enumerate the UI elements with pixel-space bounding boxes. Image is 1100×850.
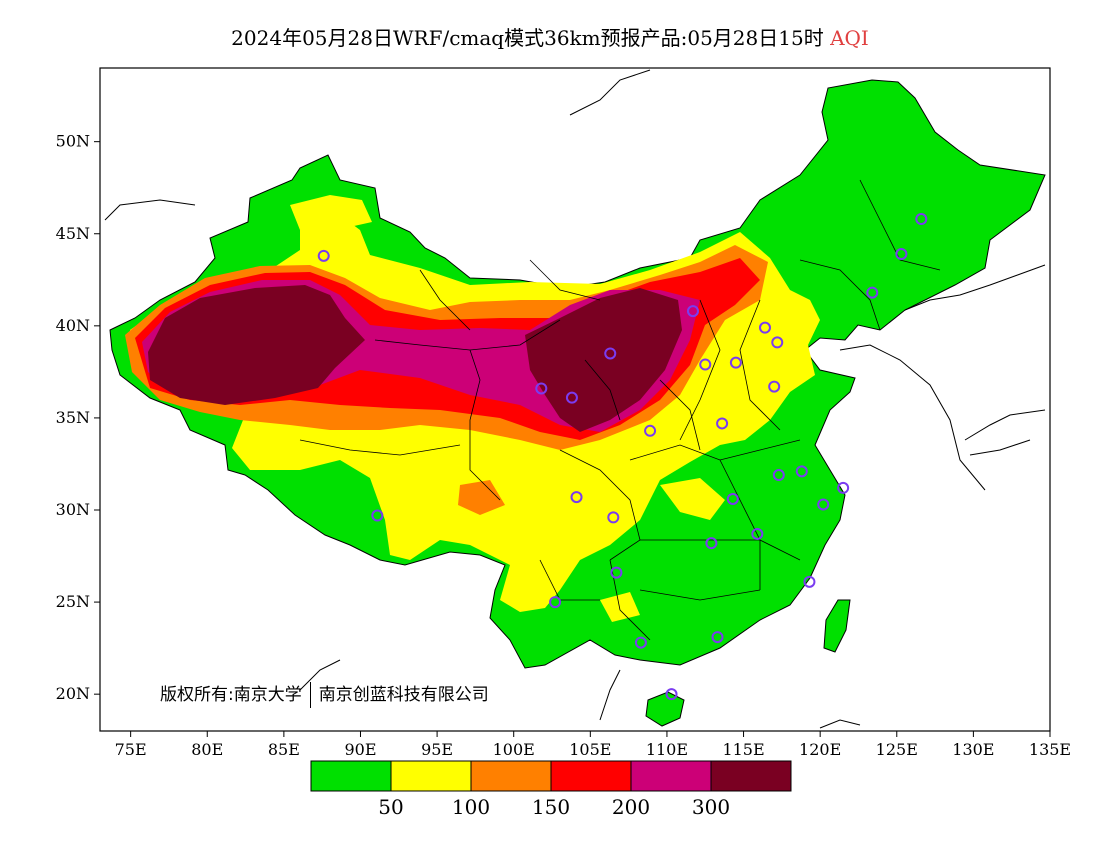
copyright-owner-1: 版权所有:南京大学: [160, 685, 302, 705]
legend-swatch: [470, 760, 552, 792]
aqi-zone-hazardous: [148, 285, 365, 405]
map-frame: [99, 67, 1051, 732]
city-station-ring: [772, 469, 785, 482]
copyright-note: 版权所有:南京大学 南京创蓝科技有限公司: [160, 680, 489, 708]
city-station-ring: [565, 391, 578, 404]
x-tick-label: 80E: [191, 740, 223, 759]
neighbouring-coastlines: [104, 69, 1046, 729]
latitude-ticks: 50N 45N 40N 35N 30N 25N 20N: [56, 132, 100, 703]
city-station-ring: [604, 347, 617, 360]
city-station-ring: [837, 481, 850, 494]
station-markers: [317, 213, 928, 701]
legend-threshold-label: 200: [612, 795, 650, 819]
legend-threshold-label: 100: [452, 795, 490, 819]
aqi-zone-unhealthy-sensitive: [458, 480, 505, 515]
city-station-ring: [795, 465, 808, 478]
city-station-ring: [817, 498, 830, 511]
city-station-ring: [726, 492, 739, 505]
aqi-zone-moderate: [660, 478, 725, 520]
aqi-legend: 50 100 150 200 300: [310, 760, 792, 819]
x-tick-label: 90E: [344, 740, 376, 759]
x-tick-label: 95E: [421, 740, 453, 759]
city-station-ring: [768, 380, 781, 393]
city-station-ring: [895, 248, 908, 261]
city-station-ring: [705, 537, 718, 550]
x-tick-label: 120E: [799, 740, 841, 759]
copyright-owner-2: 南京创蓝科技有限公司: [318, 685, 489, 705]
legend-threshold-label: 150: [532, 795, 570, 819]
taiwan-island: [823, 599, 851, 653]
city-station-ring: [665, 688, 678, 701]
city-station-ring: [371, 509, 384, 522]
aqi-zone-hazardous: [525, 288, 682, 432]
x-tick-label: 100E: [493, 740, 535, 759]
title-main: 2024年05月28日WRF/cmaq模式36km预报产品:05月28日15时: [231, 26, 824, 50]
y-tick-label: 25N: [56, 592, 90, 611]
legend-swatch: [390, 760, 472, 792]
city-station-ring: [607, 511, 620, 524]
legend-swatch: [710, 760, 792, 792]
city-station-ring: [549, 596, 562, 609]
city-station-ring: [771, 336, 784, 349]
legend-threshold-label: 50: [378, 795, 403, 819]
y-tick-label: 35N: [56, 408, 90, 427]
longitude-ticks: 75E 80E 85E 90E 95E 100E 105E 110E 115E 120E 125E 1…: [115, 731, 1071, 759]
province-borders: [299, 179, 941, 641]
y-tick-label: 30N: [56, 500, 90, 519]
x-tick-label: 110E: [646, 740, 688, 759]
x-tick-label: 115E: [722, 740, 764, 759]
title-pollutant: AQI: [830, 26, 869, 50]
legend-swatch: [310, 760, 392, 792]
y-tick-label: 20N: [56, 684, 90, 703]
city-station-ring: [610, 566, 623, 579]
map-field: [104, 69, 1046, 729]
legend-threshold-label: 300: [692, 795, 730, 819]
y-tick-label: 40N: [56, 316, 90, 335]
legend-swatch: [630, 760, 712, 792]
copyright-separator: [309, 682, 311, 708]
aqi-zone-moderate: [600, 592, 640, 622]
x-tick-label: 85E: [268, 740, 300, 759]
city-station-ring: [644, 424, 657, 437]
x-tick-label: 135E: [1029, 740, 1071, 759]
city-station-ring: [915, 213, 928, 226]
city-station-ring: [317, 249, 330, 262]
y-tick-label: 50N: [56, 132, 90, 151]
city-station-ring: [866, 286, 879, 299]
x-tick-label: 125E: [876, 740, 918, 759]
hainan-island: [645, 691, 685, 727]
y-tick-label: 45N: [56, 224, 90, 243]
city-station-ring: [716, 417, 729, 430]
aqi-zone-moderate: [290, 195, 372, 230]
city-station-ring: [711, 631, 724, 644]
city-station-ring: [570, 491, 583, 504]
city-station-ring: [803, 575, 816, 588]
x-tick-label: 75E: [115, 740, 147, 759]
map-title: 2024年05月28日WRF/cmaq模式36km预报产品:05月28日15时 …: [0, 22, 1100, 51]
x-tick-label: 130E: [952, 740, 994, 759]
legend-swatch: [550, 760, 632, 792]
city-station-ring: [535, 382, 548, 395]
city-station-ring: [751, 527, 764, 540]
city-station-ring: [686, 305, 699, 318]
x-tick-label: 105E: [569, 740, 611, 759]
city-station-ring: [729, 356, 742, 369]
city-station-ring: [759, 321, 771, 334]
city-station-ring: [699, 358, 712, 371]
city-station-ring: [634, 636, 647, 649]
